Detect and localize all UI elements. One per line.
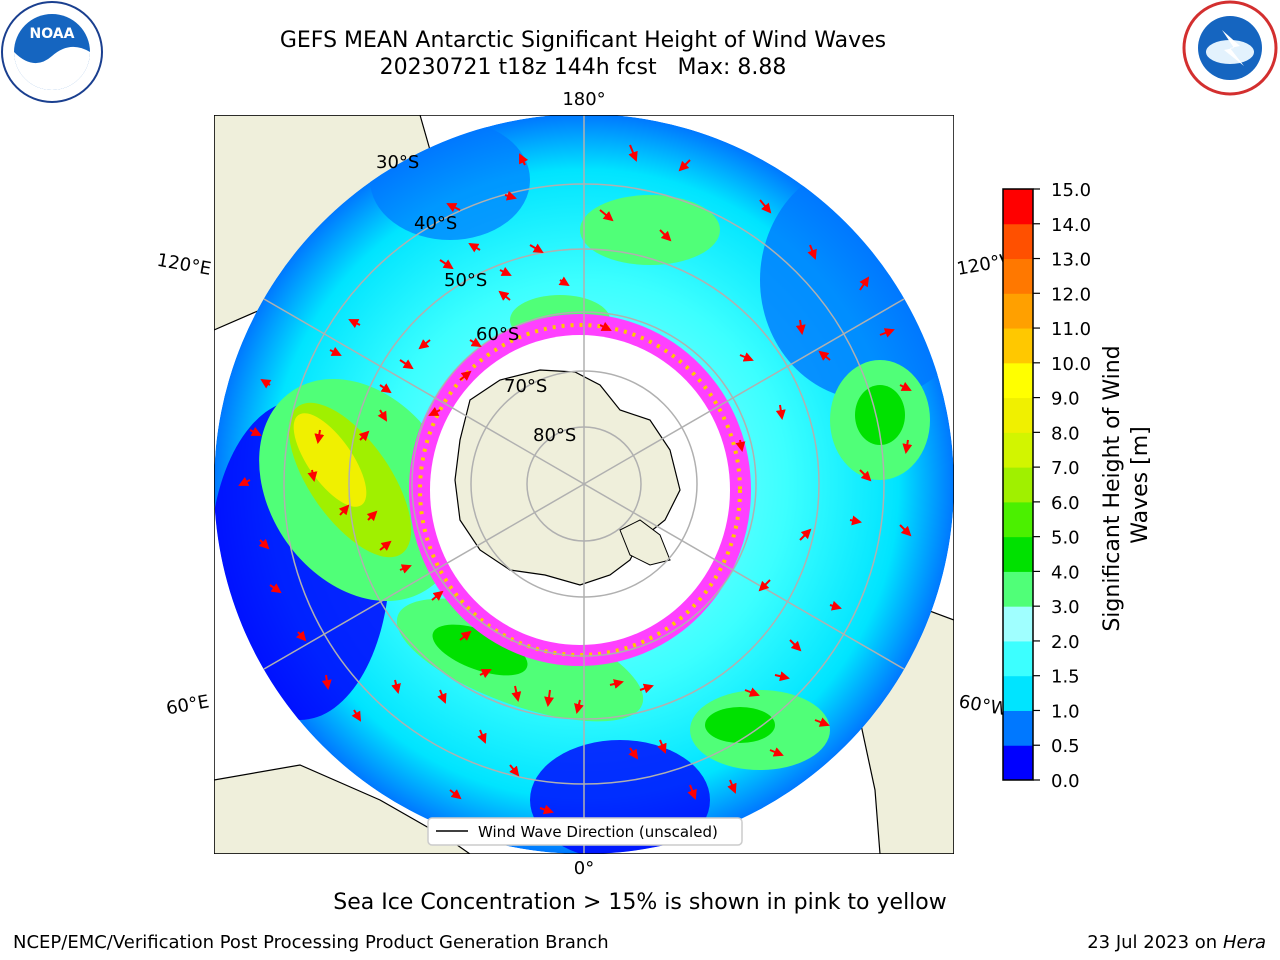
lon-label-60w: 60°W <box>957 691 1010 720</box>
nws-logo <box>1182 0 1278 96</box>
lon-label-60e: 60°E <box>165 691 211 719</box>
colorbar-swatch <box>1003 397 1033 433</box>
colorbar-tick-label: 7.0 <box>1051 458 1080 479</box>
colorbar-tick-label: 0.0 <box>1051 771 1080 792</box>
colorbar-tick-label: 1.5 <box>1051 667 1080 688</box>
lat-labels: 30°S 40°S 50°S 60°S 70°S 80°S <box>376 152 576 446</box>
colorbar-tick-label: 13.0 <box>1051 250 1091 271</box>
colorbar-tick-label: 3.0 <box>1051 597 1080 618</box>
lat-label-80s: 80°S <box>533 425 576 446</box>
colorbar-swatch <box>1003 745 1033 781</box>
colorbar-swatch <box>1003 710 1033 746</box>
colorbar-swatch <box>1003 536 1033 572</box>
colorbar-tick-label: 9.0 <box>1051 389 1080 410</box>
colorbar-tick-label: 14.0 <box>1051 215 1091 236</box>
chart-subtitle: 20230721 t18z 144h fcst Max: 8.88 <box>379 55 787 80</box>
colorbar-swatch <box>1003 467 1033 503</box>
colorbar-tick-label: 0.5 <box>1051 736 1080 757</box>
colorbar-swatch <box>1003 640 1033 677</box>
sea-ice-note: Sea Ice Concentration > 15% is shown in … <box>333 890 947 915</box>
colorbar-swatch <box>1003 223 1033 260</box>
footer-branch: NCEP/EMC/Verification Post Processing Pr… <box>13 932 609 953</box>
chart-title: GEFS MEAN Antarctic Significant Height o… <box>279 28 887 53</box>
footer-date: 23 Jul 2023 on Hera <box>1087 932 1266 953</box>
colorbar-swatch <box>1003 258 1033 294</box>
colorbar-tick-label: 4.0 <box>1051 562 1080 583</box>
colorbar-swatch <box>1003 293 1033 329</box>
colorbar-tick-label: 10.0 <box>1051 354 1091 375</box>
legend-label: Wind Wave Direction (unscaled) <box>478 823 718 841</box>
colorbar-swatch <box>1003 189 1033 225</box>
lon-label-180: 180° <box>562 89 605 110</box>
colorbar-tick-label: 8.0 <box>1051 423 1080 444</box>
colorbar-tick-label: 11.0 <box>1051 319 1091 340</box>
colorbar-tick-label: 12.0 <box>1051 284 1091 305</box>
colorbar-tick-label: 6.0 <box>1051 493 1080 514</box>
colorbar-tick-label: 1.0 <box>1051 701 1080 722</box>
map-legend: Wind Wave Direction (unscaled) <box>427 817 743 846</box>
colorbar-tick-label: 2.0 <box>1051 632 1080 653</box>
lat-label-50s: 50°S <box>444 270 487 291</box>
noaa-logo: NOAA <box>1 1 103 103</box>
svg-text:NOAA: NOAA <box>30 26 75 42</box>
colorbar-label: Significant Height of Wind Waves [m] <box>1100 338 1153 631</box>
colorbar-swatch <box>1003 606 1033 642</box>
graticule <box>263 115 905 854</box>
lat-label-70s: 70°S <box>504 376 547 397</box>
lon-label-0: 0° <box>574 858 594 879</box>
lat-label-60s: 60°S <box>476 324 519 345</box>
colorbar-swatch <box>1003 501 1033 538</box>
colorbar-swatch <box>1003 571 1033 607</box>
wave-field <box>214 115 954 854</box>
footer-host: Hera <box>1222 932 1266 953</box>
colorbar: 0.0 0.5 1.0 1.5 2.0 3.0 4.0 5.0 6.0 7.0 8.0 9.0 10.0… <box>1002 180 1153 792</box>
colorbar-swatch <box>1003 328 1033 364</box>
footer-date-text: 23 Jul 2023 on <box>1087 932 1218 953</box>
colorbar-swatch <box>1003 362 1033 399</box>
colorbar-tick-label: 5.0 <box>1051 528 1080 549</box>
wind-wave-arrows <box>238 144 913 815</box>
lon-label-120e: 120°E <box>155 250 213 280</box>
lat-label-40s: 40°S <box>414 213 457 234</box>
colorbar-swatch <box>1003 432 1033 468</box>
colorbar-swatch <box>1003 675 1033 711</box>
lat-label-30s: 30°S <box>376 152 419 173</box>
colorbar-tick-label: 15.0 <box>1051 180 1091 201</box>
